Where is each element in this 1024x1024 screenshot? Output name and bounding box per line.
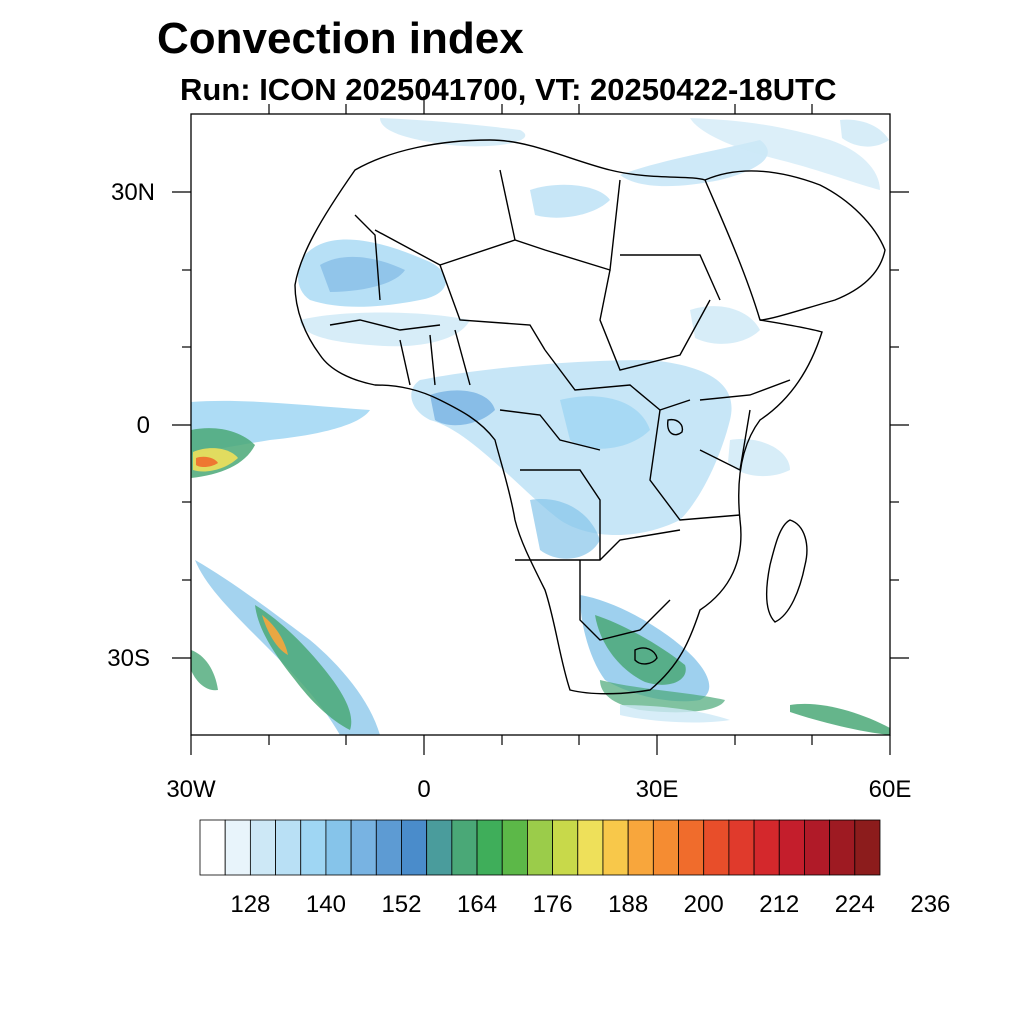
border-line	[699, 409, 751, 472]
convection-patch	[430, 390, 495, 426]
colorbar-label: 140	[306, 891, 346, 918]
colorbar-swatch	[224, 819, 251, 876]
colorbar-label: 236	[910, 891, 950, 918]
colorbar-labels: 128 140 152 164 176 188 200 212 224 236	[230, 891, 950, 918]
colorbar-swatch	[602, 819, 629, 876]
colorbar-swatch	[552, 819, 579, 876]
colorbar-swatch	[652, 819, 679, 876]
convection-patch	[595, 615, 686, 685]
x-tick-label: 30W	[166, 776, 216, 803]
convection-patch	[620, 705, 730, 723]
colorbar-label: 152	[381, 891, 421, 918]
colorbar-swatch	[627, 819, 654, 876]
border-line	[520, 469, 601, 560]
colorbar-swatch	[249, 819, 276, 876]
convection-patch	[530, 184, 610, 218]
axis-ticks	[172, 96, 909, 755]
colorbar-label: 188	[608, 891, 648, 918]
africa-coastline	[294, 139, 823, 695]
convection-patch	[690, 118, 880, 190]
arabia-outline	[704, 170, 886, 321]
colorbar-swatch	[350, 819, 377, 876]
madagascar-outline	[766, 519, 808, 623]
colorbar-label: 164	[457, 891, 497, 918]
convection-patch	[620, 140, 768, 187]
border-line	[329, 319, 441, 331]
convection-patch	[600, 680, 725, 713]
convection-patch	[840, 119, 889, 147]
border-line	[454, 329, 471, 386]
convection-patch	[300, 312, 470, 347]
border-line	[544, 349, 691, 411]
x-tick-label: 60E	[869, 776, 912, 803]
colorbar-swatch	[325, 819, 352, 876]
convection-patch	[191, 650, 218, 691]
colorbar-swatch	[804, 819, 831, 876]
colorbar-swatch	[401, 819, 428, 876]
colorbar-label: 176	[533, 891, 573, 918]
border-line	[620, 254, 721, 301]
border-line	[599, 269, 711, 371]
border-line	[699, 379, 791, 401]
colorbar-swatch	[199, 819, 226, 876]
border-line	[499, 409, 601, 451]
colorbar	[199, 819, 881, 876]
y-tick-label: 30N	[111, 179, 155, 206]
colorbar-swatch	[753, 819, 780, 876]
colorbar-swatch	[375, 819, 402, 876]
colorbar-swatch	[300, 819, 327, 876]
colorbar-swatch	[476, 819, 503, 876]
colorbar-swatch	[703, 819, 730, 876]
x-tick-label: 0	[417, 776, 430, 803]
x-tick-label: 30E	[636, 776, 679, 803]
colorbar-label: 212	[759, 891, 799, 918]
colorbar-swatch	[426, 819, 453, 876]
colorbar-swatch	[728, 819, 755, 876]
country-borders	[294, 139, 886, 695]
y-tick-label: 30S	[107, 645, 150, 672]
y-tick-label: 0	[137, 412, 150, 439]
border-line	[499, 169, 516, 241]
convection-patch	[262, 615, 288, 655]
border-line	[515, 529, 681, 561]
convection-patch	[196, 456, 218, 468]
colorbar-swatch	[501, 819, 528, 876]
colorbar-swatch	[778, 819, 805, 876]
colorbar-swatch	[451, 819, 478, 876]
colorbar-swatch	[829, 819, 856, 876]
convection-patch	[690, 306, 760, 344]
border-line	[649, 409, 741, 521]
lake-victoria-outline	[667, 418, 684, 436]
colorbar-label: 128	[230, 891, 270, 918]
lesotho-outline	[634, 647, 658, 665]
colorbar-label: 200	[684, 891, 724, 918]
map-subtitle: Run: ICON 2025041700, VT: 20250422-18UTC	[180, 72, 837, 107]
convection-patch	[560, 396, 650, 449]
border-line	[439, 264, 546, 351]
convection-patch	[790, 703, 890, 735]
convection-field	[191, 118, 890, 735]
convection-patch	[320, 256, 405, 292]
colorbar-label: 224	[835, 891, 875, 918]
convection-patch	[530, 499, 600, 559]
convection-patch	[728, 439, 790, 477]
border-line	[374, 179, 621, 271]
colorbar-swatch	[577, 819, 604, 876]
border-line	[429, 334, 436, 386]
map-title: Convection index	[157, 14, 524, 63]
colorbar-swatch	[854, 819, 881, 876]
border-line	[354, 214, 381, 301]
colorbar-swatch	[678, 819, 705, 876]
border-line	[399, 339, 411, 386]
colorbar-swatch	[527, 819, 553, 876]
colorbar-swatch	[275, 819, 302, 876]
border-line	[579, 560, 671, 641]
convection-patch	[380, 118, 526, 147]
